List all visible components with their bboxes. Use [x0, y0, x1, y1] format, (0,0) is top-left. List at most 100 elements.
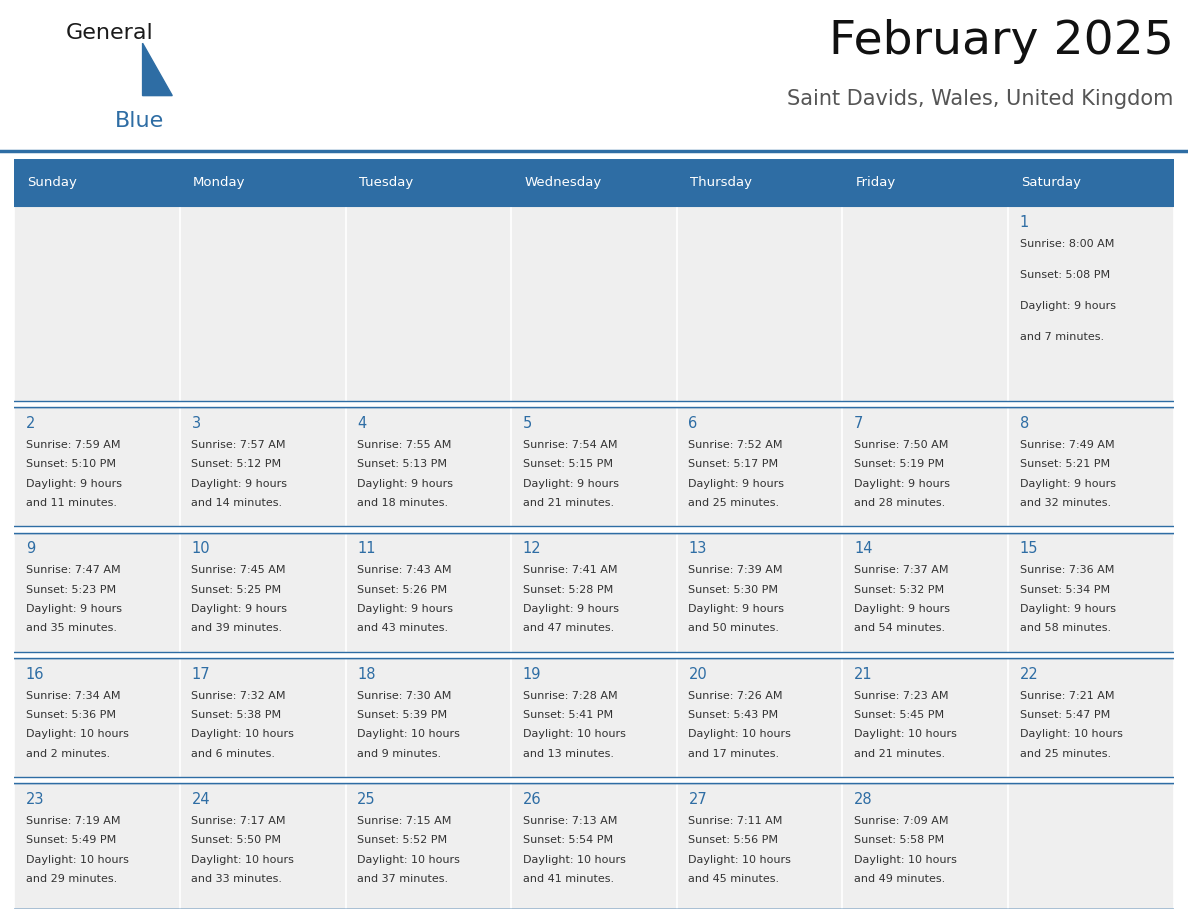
Bar	[346, 658, 511, 783]
Text: 4: 4	[358, 416, 366, 431]
Bar	[14, 778, 1174, 783]
Text: and 41 minutes.: and 41 minutes.	[523, 874, 614, 884]
Bar	[677, 783, 842, 909]
Text: Sunset: 5:36 PM: Sunset: 5:36 PM	[26, 710, 116, 720]
Text: Sunset: 5:32 PM: Sunset: 5:32 PM	[854, 585, 944, 595]
Bar	[14, 408, 179, 532]
Bar	[14, 159, 179, 207]
Text: and 50 minutes.: and 50 minutes.	[688, 623, 779, 633]
Text: Sunrise: 7:36 AM: Sunrise: 7:36 AM	[1019, 565, 1114, 576]
Text: Daylight: 9 hours: Daylight: 9 hours	[191, 604, 287, 614]
Text: 12: 12	[523, 542, 542, 556]
Text: and 2 minutes.: and 2 minutes.	[26, 749, 110, 759]
Text: Daylight: 10 hours: Daylight: 10 hours	[191, 730, 295, 740]
Text: and 35 minutes.: and 35 minutes.	[26, 623, 116, 633]
Polygon shape	[143, 43, 172, 95]
Text: Sunset: 5:49 PM: Sunset: 5:49 PM	[26, 835, 116, 845]
Text: Sunrise: 7:26 AM: Sunrise: 7:26 AM	[688, 690, 783, 700]
Text: Sunrise: 7:45 AM: Sunrise: 7:45 AM	[191, 565, 286, 576]
Text: Saturday: Saturday	[1022, 176, 1081, 189]
Bar	[842, 532, 1009, 658]
Text: 28: 28	[854, 792, 873, 807]
Text: Sunrise: 7:59 AM: Sunrise: 7:59 AM	[26, 440, 120, 450]
Bar	[346, 159, 511, 207]
Text: Daylight: 10 hours: Daylight: 10 hours	[358, 730, 460, 740]
Text: Sunrise: 7:21 AM: Sunrise: 7:21 AM	[1019, 690, 1114, 700]
Bar	[1009, 408, 1174, 532]
Text: and 21 minutes.: and 21 minutes.	[523, 498, 614, 508]
Text: 20: 20	[688, 666, 707, 682]
Text: Sunset: 5:58 PM: Sunset: 5:58 PM	[854, 835, 944, 845]
Text: Daylight: 9 hours: Daylight: 9 hours	[854, 604, 950, 614]
Bar	[179, 658, 346, 783]
Text: 16: 16	[26, 666, 44, 682]
Text: Sunrise: 7:15 AM: Sunrise: 7:15 AM	[358, 816, 451, 826]
Text: Daylight: 9 hours: Daylight: 9 hours	[1019, 478, 1116, 488]
Text: Sunrise: 7:28 AM: Sunrise: 7:28 AM	[523, 690, 618, 700]
Text: Sunrise: 7:41 AM: Sunrise: 7:41 AM	[523, 565, 618, 576]
Text: Wednesday: Wednesday	[524, 176, 601, 189]
Bar	[14, 401, 1174, 408]
Text: Sunset: 5:12 PM: Sunset: 5:12 PM	[191, 459, 282, 469]
Bar	[842, 207, 1009, 408]
Text: and 9 minutes.: and 9 minutes.	[358, 749, 441, 759]
Text: Daylight: 10 hours: Daylight: 10 hours	[523, 855, 626, 865]
Text: 25: 25	[358, 792, 375, 807]
Text: and 21 minutes.: and 21 minutes.	[854, 749, 946, 759]
Bar	[179, 207, 346, 408]
Text: 5: 5	[523, 416, 532, 431]
Text: Daylight: 10 hours: Daylight: 10 hours	[191, 855, 295, 865]
Text: Sunset: 5:39 PM: Sunset: 5:39 PM	[358, 710, 447, 720]
Bar	[14, 532, 179, 658]
Text: Daylight: 9 hours: Daylight: 9 hours	[523, 604, 619, 614]
Text: Sunrise: 7:57 AM: Sunrise: 7:57 AM	[191, 440, 286, 450]
Text: Sunrise: 7:55 AM: Sunrise: 7:55 AM	[358, 440, 451, 450]
Bar	[842, 408, 1009, 532]
Text: Sunset: 5:56 PM: Sunset: 5:56 PM	[688, 835, 778, 845]
Text: Sunrise: 7:32 AM: Sunrise: 7:32 AM	[191, 690, 286, 700]
Text: and 25 minutes.: and 25 minutes.	[1019, 749, 1111, 759]
Bar	[842, 783, 1009, 909]
Text: and 28 minutes.: and 28 minutes.	[854, 498, 946, 508]
Text: 2: 2	[26, 416, 36, 431]
Text: Sunset: 5:54 PM: Sunset: 5:54 PM	[523, 835, 613, 845]
Bar	[1009, 532, 1174, 658]
Text: 1: 1	[1019, 215, 1029, 230]
Text: Sunset: 5:21 PM: Sunset: 5:21 PM	[1019, 459, 1110, 469]
Text: Sunrise: 7:23 AM: Sunrise: 7:23 AM	[854, 690, 948, 700]
Text: and 18 minutes.: and 18 minutes.	[358, 498, 448, 508]
Text: 24: 24	[191, 792, 210, 807]
Bar	[677, 408, 842, 532]
Bar	[14, 652, 1174, 658]
Text: Sunset: 5:45 PM: Sunset: 5:45 PM	[854, 710, 944, 720]
Text: Daylight: 9 hours: Daylight: 9 hours	[1019, 604, 1116, 614]
Text: 14: 14	[854, 542, 872, 556]
Text: Daylight: 10 hours: Daylight: 10 hours	[26, 730, 128, 740]
Bar	[1009, 658, 1174, 783]
Bar	[14, 658, 179, 783]
Text: 26: 26	[523, 792, 542, 807]
Text: Sunrise: 7:39 AM: Sunrise: 7:39 AM	[688, 565, 783, 576]
Text: Sunset: 5:15 PM: Sunset: 5:15 PM	[523, 459, 613, 469]
Text: Sunrise: 8:00 AM: Sunrise: 8:00 AM	[1019, 239, 1114, 249]
Bar	[677, 532, 842, 658]
Bar	[511, 159, 677, 207]
Text: Sunrise: 7:52 AM: Sunrise: 7:52 AM	[688, 440, 783, 450]
Text: 13: 13	[688, 542, 707, 556]
Text: Sunrise: 7:47 AM: Sunrise: 7:47 AM	[26, 565, 120, 576]
Bar	[179, 783, 346, 909]
Text: 17: 17	[191, 666, 210, 682]
Text: 21: 21	[854, 666, 873, 682]
Text: and 54 minutes.: and 54 minutes.	[854, 623, 946, 633]
Text: Daylight: 9 hours: Daylight: 9 hours	[191, 478, 287, 488]
Text: 9: 9	[26, 542, 36, 556]
Text: and 7 minutes.: and 7 minutes.	[1019, 332, 1104, 342]
Text: 8: 8	[1019, 416, 1029, 431]
Text: and 37 minutes.: and 37 minutes.	[358, 874, 448, 884]
Bar	[511, 207, 677, 408]
Text: Daylight: 10 hours: Daylight: 10 hours	[688, 730, 791, 740]
Text: 11: 11	[358, 542, 375, 556]
Text: Blue: Blue	[115, 111, 164, 131]
Bar	[179, 159, 346, 207]
Text: Daylight: 9 hours: Daylight: 9 hours	[26, 604, 122, 614]
